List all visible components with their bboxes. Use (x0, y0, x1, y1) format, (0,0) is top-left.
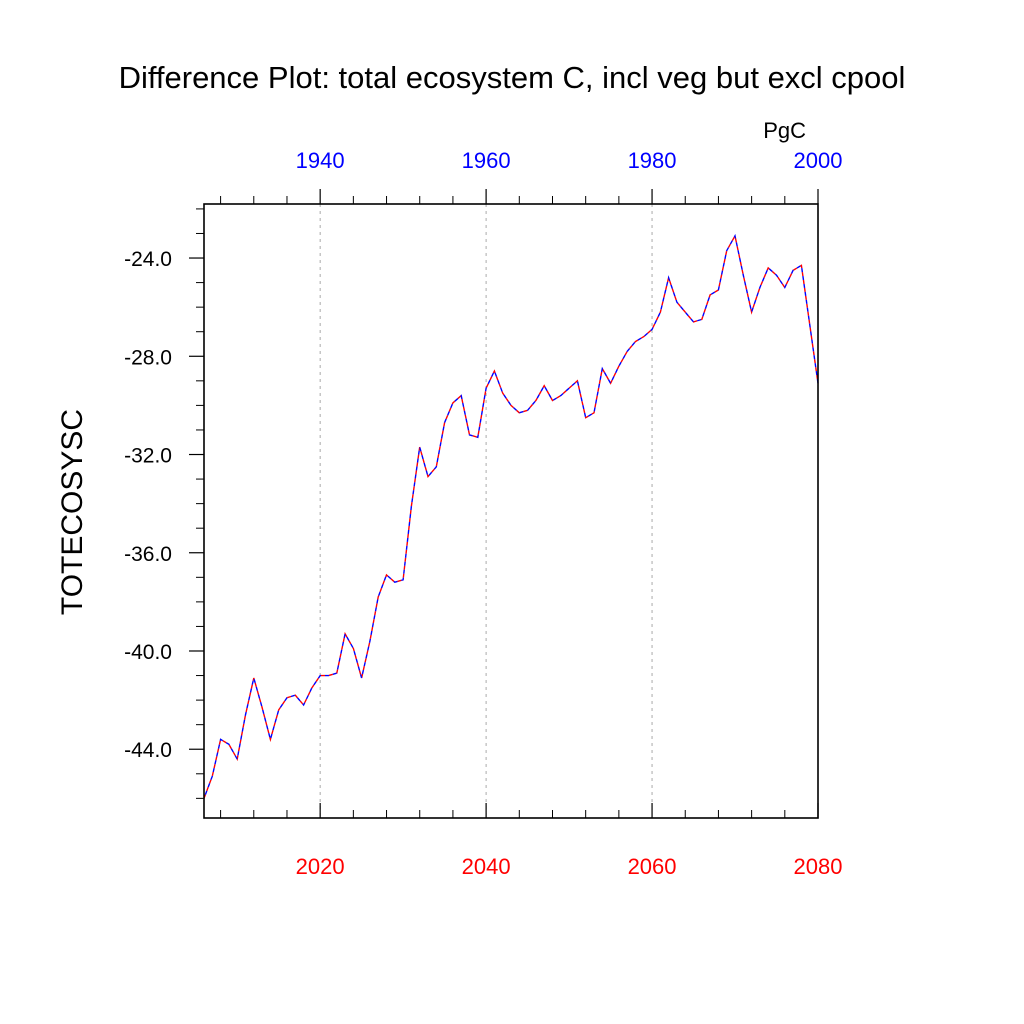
series-line-blue (203, 233, 819, 799)
y-axis-label: TOTECOSYSC (56, 409, 89, 615)
bottom-x-tick-label: 2060 (628, 854, 677, 879)
y-tick-label: -44.0 (124, 739, 172, 762)
y-tick-label: -36.0 (124, 543, 172, 566)
top-x-tick-label: 1980 (628, 148, 677, 173)
vertical-gridlines (319, 204, 653, 818)
data-series (203, 233, 819, 799)
top-x-tick-label: 1940 (296, 148, 345, 173)
bottom-x-tick-label: 2080 (794, 854, 843, 879)
series-line-red (203, 233, 819, 799)
axis-ticks (189, 189, 819, 818)
y-tick-label: -24.0 (124, 248, 172, 271)
bottom-x-tick-label: 2020 (296, 854, 345, 879)
top-x-tick-label: 2000 (794, 148, 843, 173)
top-x-tick-label: 1960 (462, 148, 511, 173)
y-tick-label: -28.0 (124, 346, 172, 369)
y-tick-label: -40.0 (124, 641, 172, 664)
y-tick-label: -32.0 (124, 445, 172, 468)
units-label: PgC (763, 118, 806, 143)
chart-title: Difference Plot: total ecosystem C, incl… (119, 60, 906, 95)
plot-frame (203, 203, 819, 819)
bottom-x-tick-label: 2040 (462, 854, 511, 879)
tick-labels: -44.0 -40.0 -36.0 -32.0 -28.0 -24.0 2020 2040 20… (124, 148, 842, 879)
